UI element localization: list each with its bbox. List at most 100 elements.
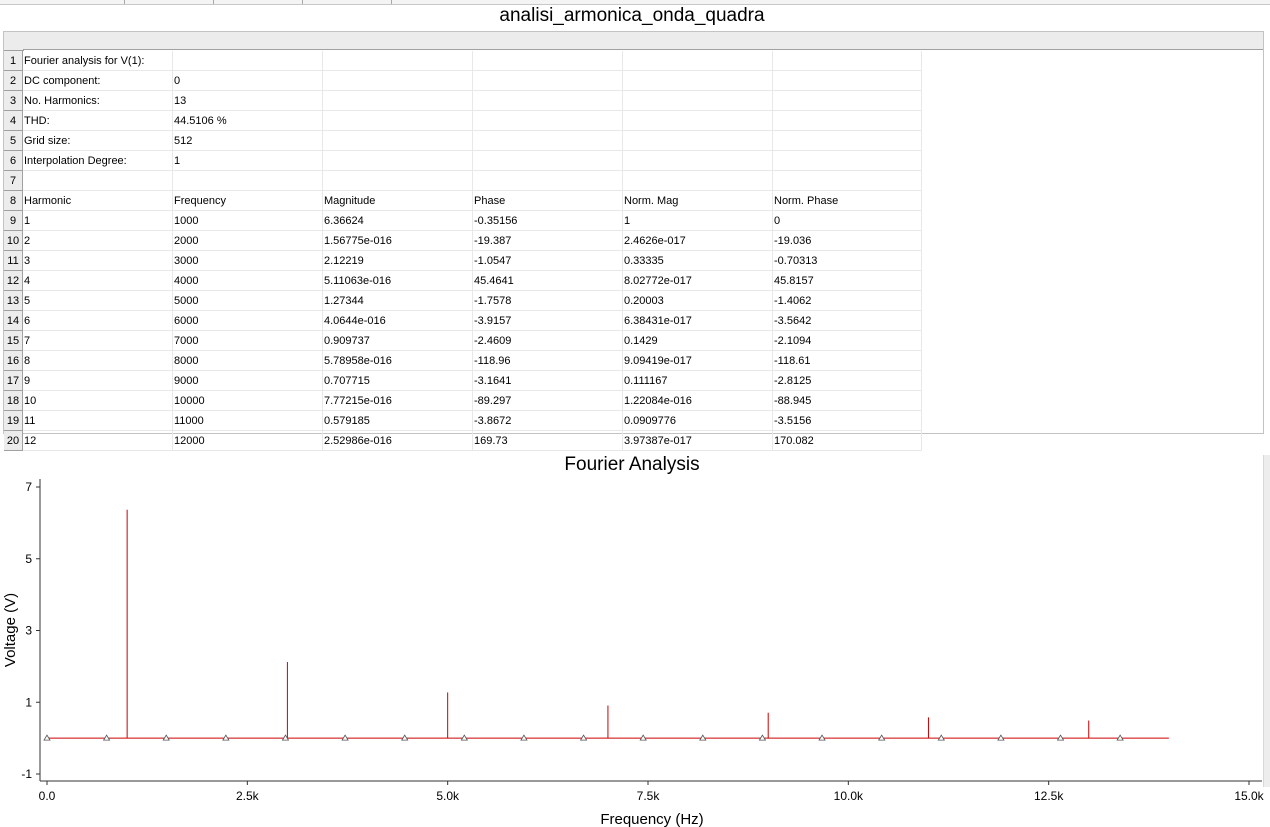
row-number[interactable]: 17 <box>4 371 23 391</box>
table-cell[interactable] <box>773 51 922 71</box>
table-cell[interactable] <box>473 91 623 111</box>
table-cell[interactable]: -3.5642 <box>773 311 922 331</box>
table-cell[interactable]: 7000 <box>173 331 323 351</box>
row-number[interactable]: 5 <box>4 131 23 151</box>
table-cell[interactable]: 10 <box>23 391 173 411</box>
table-cell[interactable]: 0.0909776 <box>623 411 773 431</box>
row-number[interactable]: 8 <box>4 191 23 211</box>
table-cell[interactable] <box>473 131 623 151</box>
table-cell[interactable]: 44.5106 % <box>173 111 323 131</box>
table-cell[interactable] <box>473 171 623 191</box>
table-cell[interactable]: Harmonic <box>23 191 173 211</box>
table-cell[interactable]: 6.36624 <box>323 211 473 231</box>
table-cell[interactable]: Grid size: <box>23 131 173 151</box>
table-cell[interactable]: 0.33335 <box>623 251 773 271</box>
table-cell[interactable]: 45.4641 <box>473 271 623 291</box>
table-cell[interactable]: -2.1094 <box>773 331 922 351</box>
table-cell[interactable]: 6 <box>23 311 173 331</box>
table-cell[interactable]: 2000 <box>173 231 323 251</box>
column-header[interactable] <box>173 32 324 50</box>
column-header[interactable] <box>773 32 923 50</box>
table-cell[interactable]: 1 <box>173 151 323 171</box>
table-cell[interactable]: 512 <box>173 131 323 151</box>
table-cell[interactable] <box>773 111 922 131</box>
table-cell[interactable]: 1.27344 <box>323 291 473 311</box>
table-cell[interactable] <box>473 111 623 131</box>
table-cell[interactable]: Fourier analysis for V(1): <box>23 51 173 71</box>
row-number[interactable]: 10 <box>4 231 23 251</box>
table-cell[interactable]: 1000 <box>173 211 323 231</box>
table-cell[interactable] <box>173 171 323 191</box>
table-cell[interactable] <box>23 171 173 191</box>
table-cell[interactable]: 3000 <box>173 251 323 271</box>
table-cell[interactable] <box>773 131 922 151</box>
table-cell[interactable]: DC component: <box>23 71 173 91</box>
table-cell[interactable]: No. Harmonics: <box>23 91 173 111</box>
table-cell[interactable] <box>623 71 773 91</box>
table-cell[interactable] <box>623 91 773 111</box>
table-cell[interactable]: 2.4626e-017 <box>623 231 773 251</box>
table-cell[interactable]: 3 <box>23 251 173 271</box>
table-cell[interactable]: 2.52986e-016 <box>323 431 473 451</box>
document-tab[interactable] <box>303 0 392 4</box>
table-cell[interactable]: 1 <box>623 211 773 231</box>
document-tab[interactable] <box>0 0 125 4</box>
table-cell[interactable]: 5.78958e-016 <box>323 351 473 371</box>
table-cell[interactable]: 9000 <box>173 371 323 391</box>
table-cell[interactable] <box>473 71 623 91</box>
table-cell[interactable]: 0.20003 <box>623 291 773 311</box>
table-cell[interactable]: -89.297 <box>473 391 623 411</box>
column-header[interactable] <box>23 32 174 50</box>
table-cell[interactable]: 4000 <box>173 271 323 291</box>
table-cell[interactable]: -3.5156 <box>773 411 922 431</box>
table-cell[interactable] <box>773 91 922 111</box>
table-cell[interactable]: 7 <box>23 331 173 351</box>
table-cell[interactable]: Frequency <box>173 191 323 211</box>
table-cell[interactable]: -118.61 <box>773 351 922 371</box>
row-number[interactable]: 6 <box>4 151 23 171</box>
table-cell[interactable]: THD: <box>23 111 173 131</box>
table-cell[interactable]: Norm. Phase <box>773 191 922 211</box>
table-cell[interactable]: -19.387 <box>473 231 623 251</box>
row-number[interactable]: 3 <box>4 91 23 111</box>
table-cell[interactable]: 6000 <box>173 311 323 331</box>
table-cell[interactable]: Norm. Mag <box>623 191 773 211</box>
table-cell[interactable] <box>323 111 473 131</box>
table-cell[interactable]: 0 <box>773 211 922 231</box>
table-cell[interactable]: 4 <box>23 271 173 291</box>
column-header[interactable] <box>473 32 624 50</box>
table-cell[interactable]: 0.1429 <box>623 331 773 351</box>
table-cell[interactable] <box>323 171 473 191</box>
document-tab[interactable] <box>125 0 214 4</box>
table-cell[interactable]: 169.73 <box>473 431 623 451</box>
table-cell[interactable] <box>773 171 922 191</box>
table-cell[interactable]: 9.09419e-017 <box>623 351 773 371</box>
row-number[interactable]: 7 <box>4 171 23 191</box>
table-cell[interactable] <box>323 131 473 151</box>
table-cell[interactable] <box>473 51 623 71</box>
table-cell[interactable] <box>473 151 623 171</box>
table-cell[interactable]: 4.0644e-016 <box>323 311 473 331</box>
table-cell[interactable]: 11 <box>23 411 173 431</box>
table-cell[interactable]: 9 <box>23 371 173 391</box>
row-number[interactable]: 15 <box>4 331 23 351</box>
table-cell[interactable] <box>323 51 473 71</box>
table-cell[interactable] <box>623 131 773 151</box>
table-cell[interactable] <box>323 91 473 111</box>
row-number[interactable]: 18 <box>4 391 23 411</box>
table-cell[interactable] <box>323 151 473 171</box>
table-cell[interactable]: 12000 <box>173 431 323 451</box>
table-cell[interactable] <box>623 51 773 71</box>
document-tab[interactable] <box>214 0 303 4</box>
table-cell[interactable] <box>623 111 773 131</box>
row-number[interactable]: 14 <box>4 311 23 331</box>
table-cell[interactable] <box>773 151 922 171</box>
row-number[interactable]: 2 <box>4 71 23 91</box>
table-cell[interactable]: -88.945 <box>773 391 922 411</box>
table-cell[interactable]: Magnitude <box>323 191 473 211</box>
table-cell[interactable]: 11000 <box>173 411 323 431</box>
table-cell[interactable]: 45.8157 <box>773 271 922 291</box>
table-cell[interactable]: -0.35156 <box>473 211 623 231</box>
table-cell[interactable]: 8.02772e-017 <box>623 271 773 291</box>
table-cell[interactable]: 8 <box>23 351 173 371</box>
